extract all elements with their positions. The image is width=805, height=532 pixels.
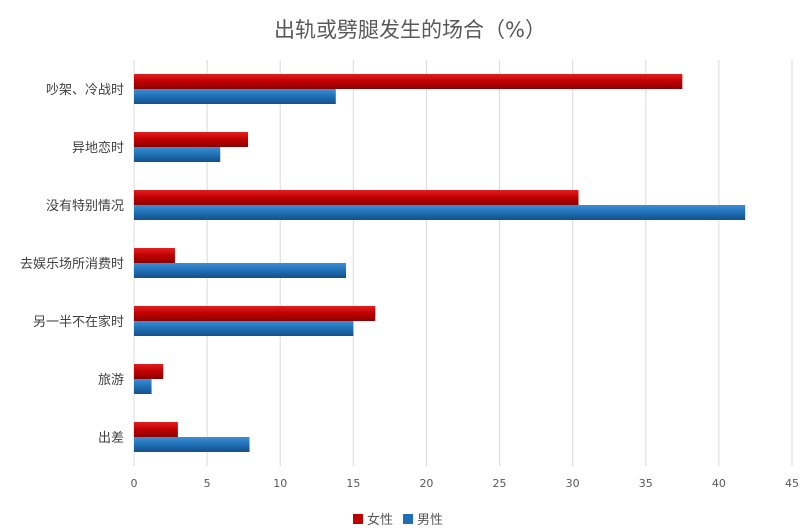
x-tick-label: 5 xyxy=(204,477,211,490)
legend-label: 男性 xyxy=(417,513,443,528)
x-tick-label: 25 xyxy=(493,477,507,490)
x-tick-label: 20 xyxy=(419,477,433,490)
chart-title: 出轨或劈腿发生的场合（%） xyxy=(274,18,546,42)
category-label: 异地恋时 xyxy=(72,140,124,156)
x-axis-ticks: 0 5 10 15 20 25 30 35 40 45 xyxy=(131,477,800,490)
legend-swatch xyxy=(403,514,413,524)
female-bar xyxy=(134,190,579,205)
category-label: 旅游 xyxy=(98,373,124,388)
female-bar xyxy=(134,74,683,89)
male-bar xyxy=(134,205,746,220)
male-bar xyxy=(134,89,336,104)
x-tick-label: 30 xyxy=(566,477,580,490)
x-tick-label: 10 xyxy=(273,477,287,490)
male-bar xyxy=(134,321,354,336)
female-bar xyxy=(134,364,164,379)
x-tick-label: 40 xyxy=(712,477,726,490)
x-tick-label: 15 xyxy=(346,477,360,490)
category-label: 出差 xyxy=(98,431,124,446)
gridlines xyxy=(133,60,793,466)
male-bar xyxy=(134,147,221,162)
category-label: 吵架、冷战时 xyxy=(46,82,124,98)
female-bar xyxy=(134,306,376,321)
male-bar xyxy=(134,263,347,278)
female-bar xyxy=(134,132,249,147)
legend: 女性 男性 xyxy=(353,512,443,528)
x-tick-label: 0 xyxy=(131,477,138,490)
category-label: 没有特别情况 xyxy=(46,199,124,214)
female-bar xyxy=(134,422,178,437)
x-tick-label: 35 xyxy=(639,477,653,490)
legend-label: 女性 xyxy=(367,512,393,528)
category-label: 另一半不在家时 xyxy=(33,314,124,330)
category-label: 去娱乐场所消费时 xyxy=(20,257,124,272)
legend-swatch xyxy=(353,514,363,524)
x-tick-label: 45 xyxy=(785,477,799,490)
bars xyxy=(134,74,746,452)
male-bar xyxy=(134,379,152,394)
female-bar xyxy=(134,248,175,263)
male-bar xyxy=(134,437,250,452)
